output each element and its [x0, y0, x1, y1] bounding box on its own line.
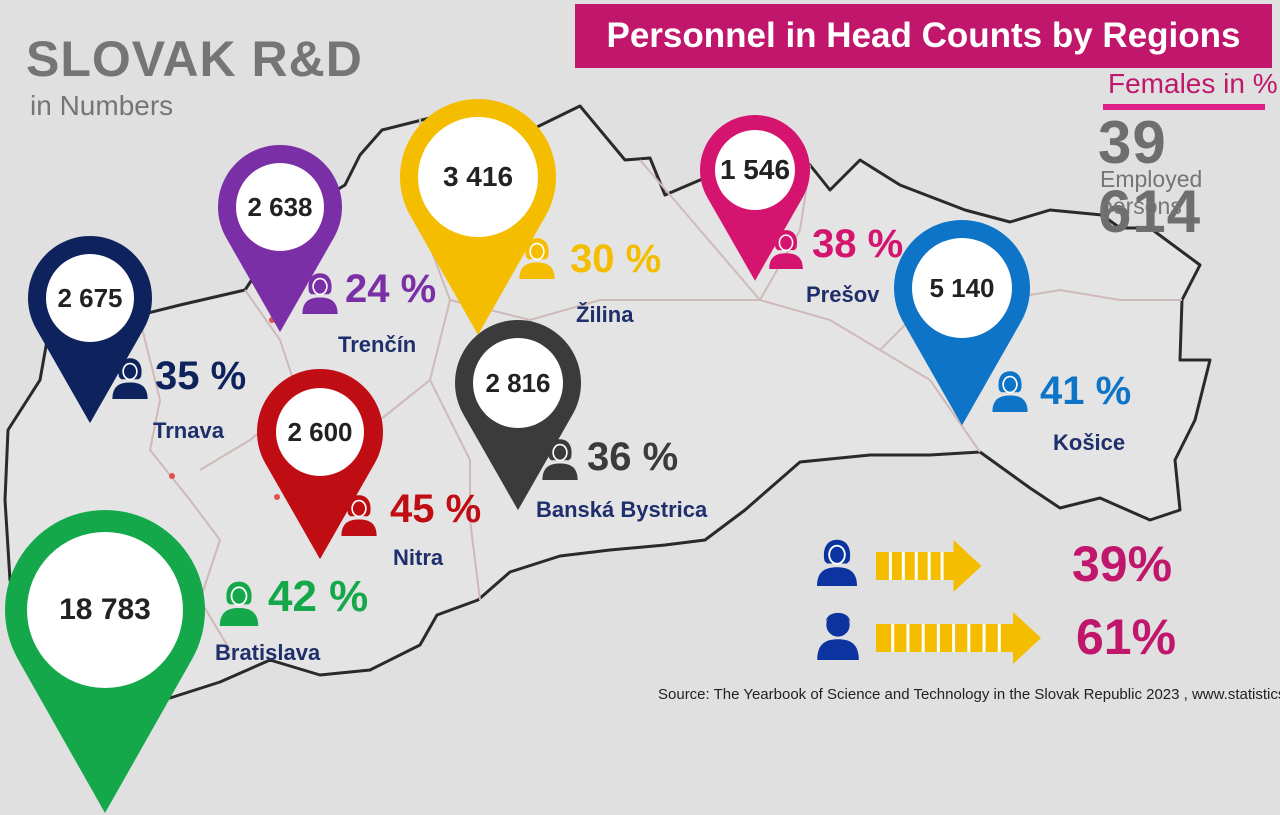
- region-name: Banská Bystrica: [536, 497, 708, 522]
- region-count: 3 416: [442, 161, 514, 192]
- region-name: Trnava: [153, 418, 224, 443]
- region-count: 2 638: [247, 191, 313, 222]
- map-pin-icon: [400, 99, 556, 335]
- region-border: [429, 379, 481, 601]
- female-person-icon: [538, 436, 582, 485]
- map-pin-icon: [5, 510, 206, 813]
- region-border: [449, 299, 760, 322]
- region-count: 2 675: [57, 282, 123, 313]
- map-pin-icon: [894, 220, 1030, 426]
- region-count: 5 140: [929, 272, 995, 303]
- region-female-pct: 38 %: [812, 222, 904, 266]
- region-female-pct: 24 %: [345, 267, 437, 311]
- females-legend-underline: [1103, 104, 1265, 110]
- region-name: Nitra: [393, 545, 444, 570]
- map-pin-icon: [28, 236, 152, 424]
- region-count: 18 783: [59, 593, 151, 626]
- female-person-icon: [298, 270, 342, 319]
- male-share-pct: 61%: [1076, 609, 1177, 665]
- total-employed-label: Employed persons: [1100, 166, 1203, 219]
- region-name: Prešov: [806, 282, 880, 307]
- city-dot: [274, 494, 280, 500]
- female-person-icon: [765, 227, 807, 274]
- male-person-icon: [812, 608, 864, 665]
- region-female-pct: 42 %: [268, 572, 369, 621]
- source-note: Source: The Yearbook of Science and Tech…: [658, 686, 1280, 703]
- females-legend-label: Females in %: [1108, 68, 1278, 99]
- region-female-pct: 41 %: [1040, 369, 1132, 413]
- map-pin-icon: [218, 145, 342, 333]
- brand-subtitle: in Numbers: [30, 90, 174, 121]
- map-pin-icon: [455, 320, 581, 511]
- female-person-icon: [812, 536, 862, 591]
- region-name: Bratislava: [215, 640, 321, 665]
- region-name: Žilina: [576, 302, 634, 327]
- female-share-pct: 39%: [1072, 536, 1173, 592]
- region-count: 2 816: [485, 367, 551, 398]
- arrow-icon: [876, 540, 982, 592]
- region-female-pct: 30 %: [570, 237, 662, 281]
- map-pin-icon: [700, 115, 810, 281]
- brand-title: SLOVAK R&D: [26, 31, 363, 87]
- female-person-icon: [215, 578, 263, 631]
- region-female-pct: 35 %: [155, 354, 247, 398]
- city-dot: [169, 473, 175, 479]
- region-female-pct: 45 %: [390, 487, 482, 531]
- total-employed-value: 39 614: [1098, 109, 1202, 245]
- region-name: Trenčín: [338, 332, 417, 357]
- page-title: Personnel in Head Counts by Regions: [575, 4, 1272, 68]
- female-person-icon: [988, 368, 1032, 417]
- region-count: 2 600: [287, 416, 353, 447]
- map-pin-icon: [257, 369, 383, 560]
- female-person-icon: [108, 355, 152, 404]
- region-border: [639, 159, 981, 453]
- female-person-icon: [337, 492, 381, 541]
- region-female-pct: 36 %: [587, 435, 679, 479]
- arrow-icon: [876, 612, 1041, 664]
- region-count: 1 546: [719, 154, 791, 185]
- female-person-icon: [515, 235, 559, 284]
- region-name: Košice: [1053, 430, 1126, 455]
